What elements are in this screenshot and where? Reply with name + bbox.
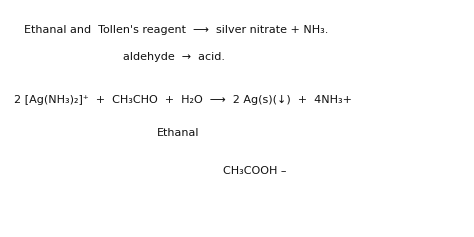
Text: aldehyde  →  acid.: aldehyde → acid. [123,52,225,62]
Text: 2 [Ag(NH₃)₂]⁺  +  CH₃CHO  +  H₂O  ⟶  2 Ag(s)(↓)  +  4NH₃+: 2 [Ag(NH₃)₂]⁺ + CH₃CHO + H₂O ⟶ 2 Ag(s)(↓… [14,95,352,105]
Text: CH₃COOH –: CH₃COOH – [223,166,286,176]
Text: Ethanal and  Tollen's reagent  ⟶  silver nitrate + NH₃.: Ethanal and Tollen's reagent ⟶ silver ni… [24,25,328,35]
Text: Ethanal: Ethanal [156,128,199,138]
